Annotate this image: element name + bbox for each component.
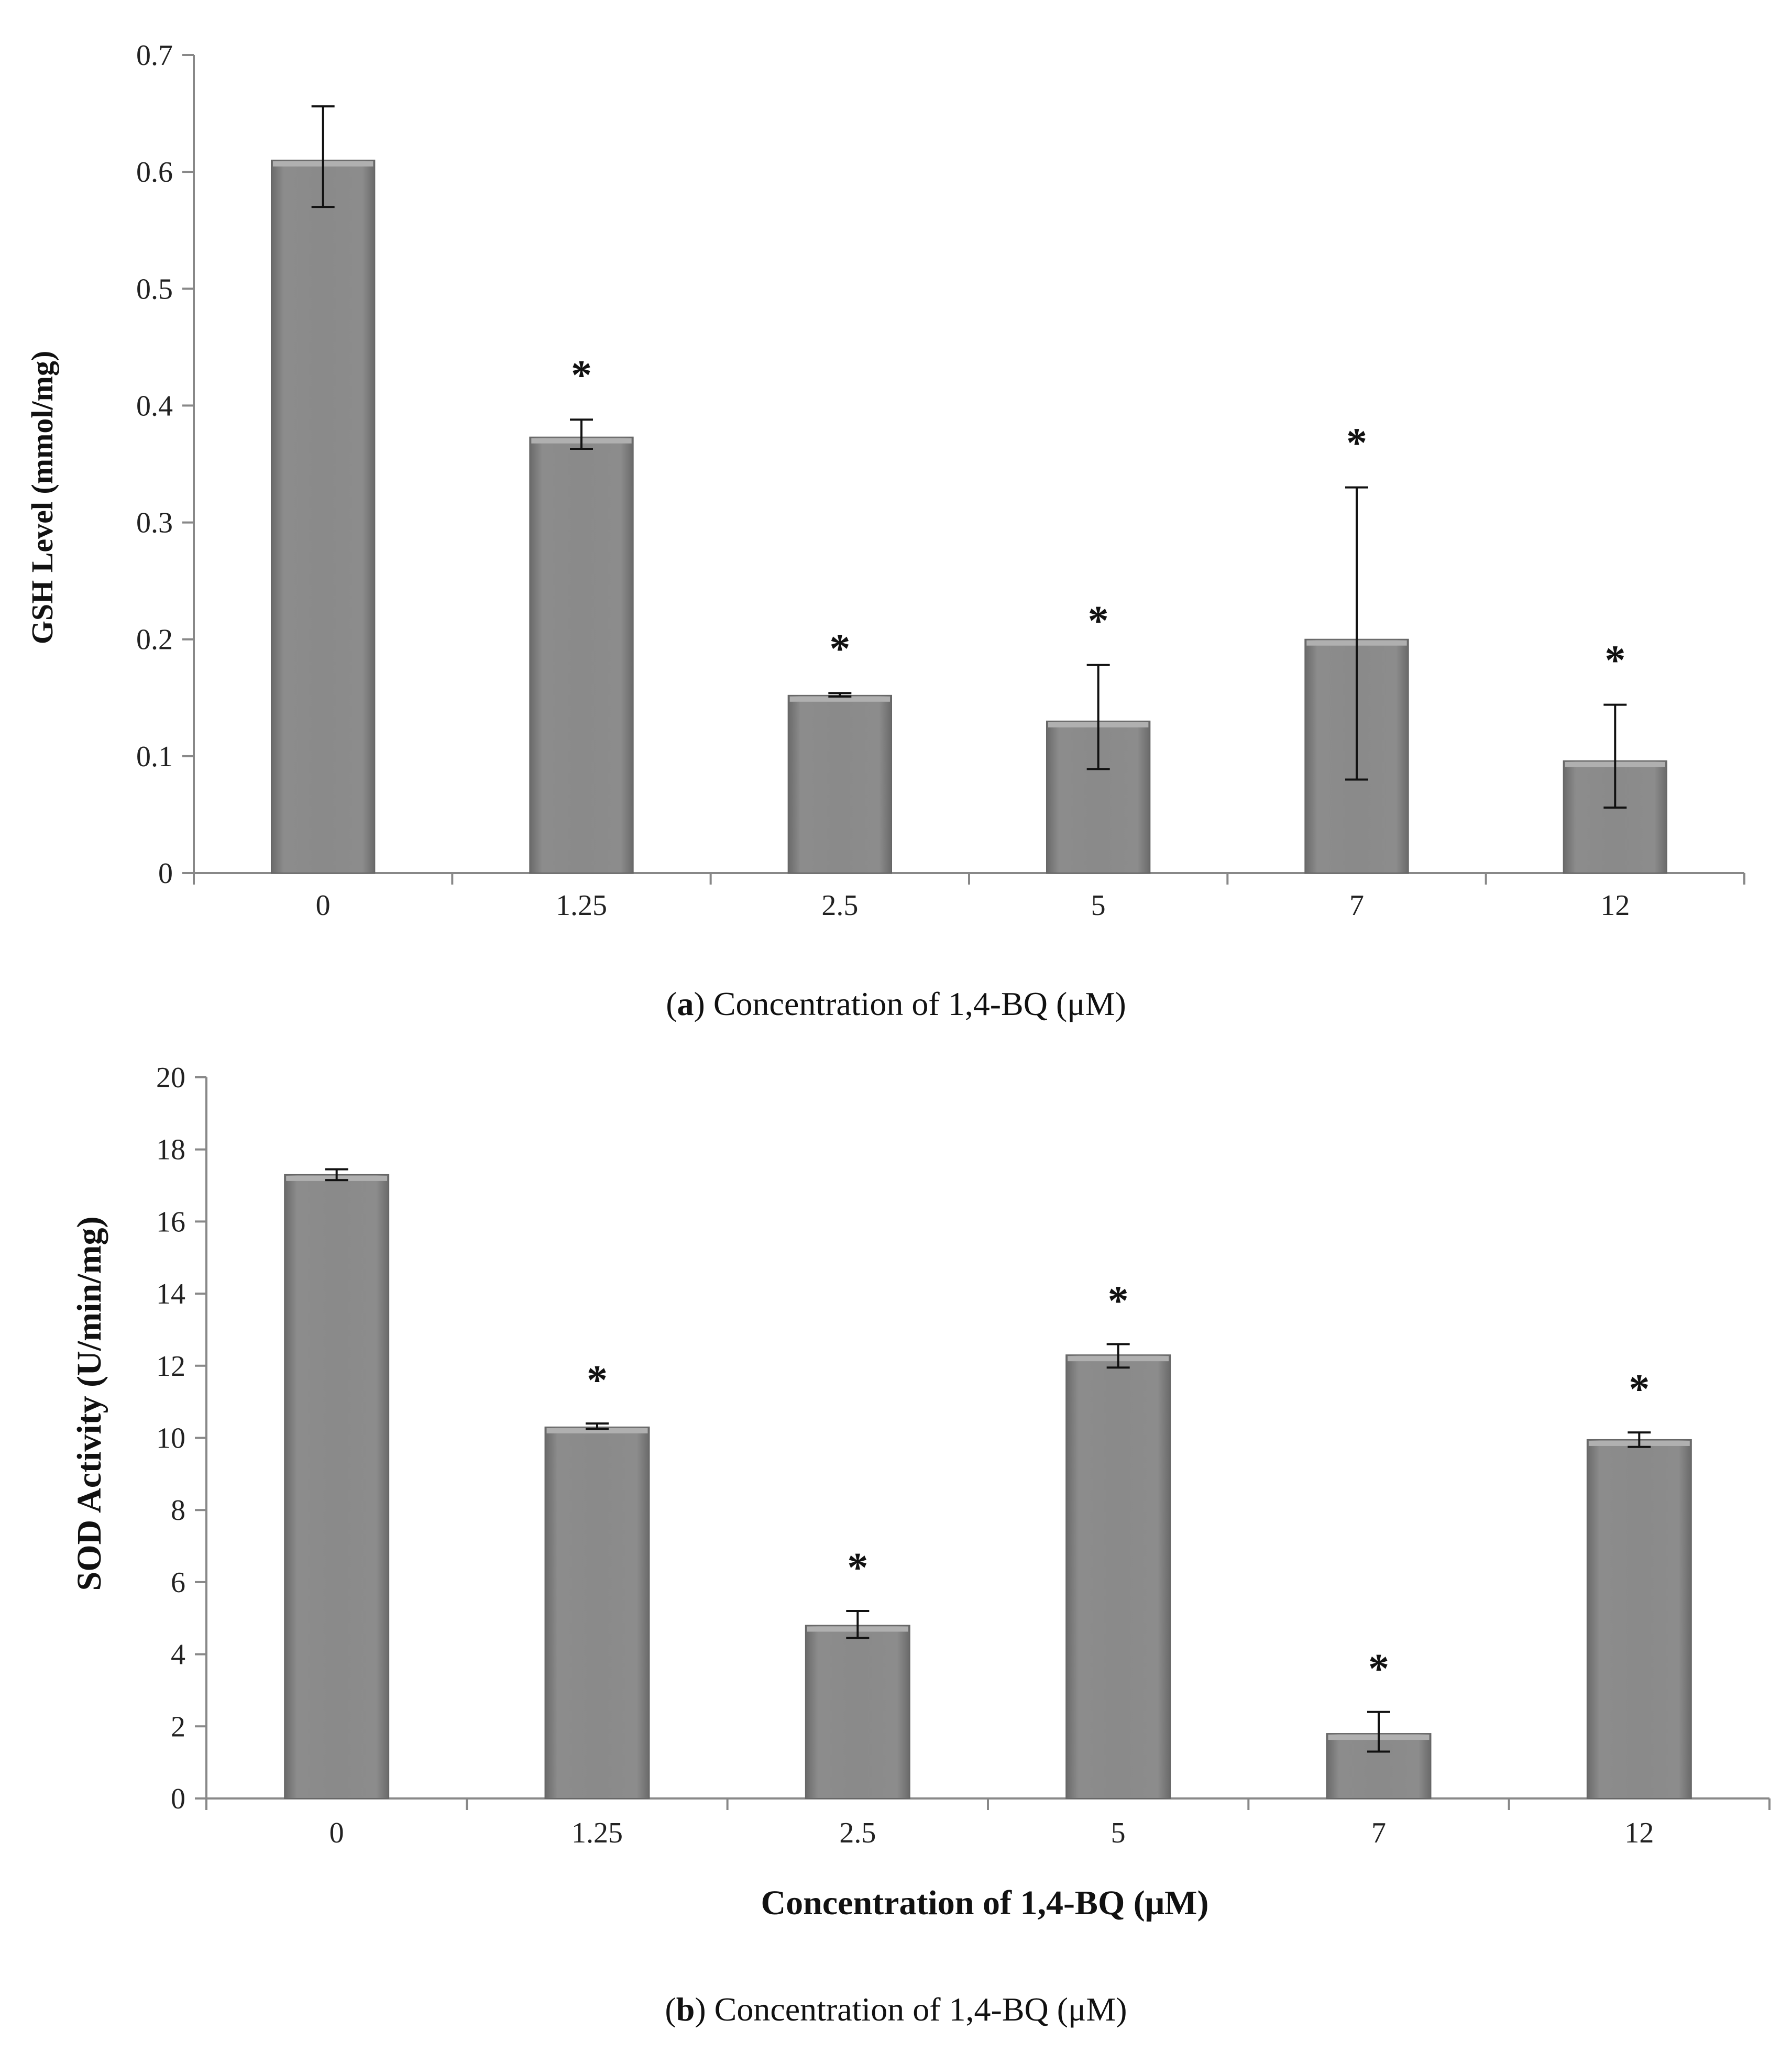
y-tick-label: 10 [156, 1422, 185, 1455]
y-tick-label: 0.6 [136, 156, 173, 189]
bar [1065, 1354, 1171, 1799]
bar-highlight [1588, 1440, 1690, 1446]
y-tick-label: 6 [171, 1566, 185, 1599]
y-tick-label: 0.4 [136, 390, 173, 422]
x-tick-label: 7 [1371, 1817, 1386, 1849]
x-tick-label: 1.25 [571, 1817, 623, 1849]
y-axis-label: GSH Level (mmol/mg) [25, 351, 59, 645]
caption-a: (a) Concentration of 1,4-BQ (μM) [666, 985, 1126, 1022]
caption-a-label: a [677, 985, 694, 1022]
y-tick-label: 0.1 [136, 741, 173, 773]
significance-marker: * [1604, 638, 1625, 684]
bar [271, 159, 376, 874]
bar [1326, 1733, 1432, 1800]
y-tick-label: 8 [171, 1494, 185, 1527]
y-tick-label: 0.5 [136, 273, 173, 305]
bar-highlight [807, 1626, 908, 1632]
bar [284, 1174, 390, 1799]
x-tick-label: 7 [1349, 889, 1364, 922]
x-tick-label: 5 [1091, 889, 1106, 922]
bar [544, 1426, 650, 1799]
x-tick-label: 2.5 [839, 1817, 876, 1849]
x-tick-label: 0 [329, 1817, 344, 1849]
x-tick-label: 2.5 [821, 889, 858, 922]
significance-marker: * [571, 352, 592, 399]
y-tick-label: 0 [158, 857, 173, 890]
caption-b-label: b [676, 1991, 695, 2028]
significance-marker: * [847, 1545, 868, 1591]
significance-marker: * [1368, 1646, 1389, 1692]
x-tick-label: 12 [1600, 889, 1630, 922]
bar-highlight [546, 1428, 648, 1433]
bar [787, 694, 892, 874]
bar-highlight [1068, 1356, 1169, 1362]
y-tick-label: 16 [156, 1206, 185, 1238]
y-tick-label: 18 [156, 1134, 185, 1166]
y-tick-label: 2 [171, 1710, 185, 1743]
y-tick-label: 0.3 [136, 507, 173, 539]
significance-marker: * [1088, 598, 1109, 644]
x-axis-label: Concentration of 1,4-BQ (μM) [761, 1884, 1209, 1922]
x-tick-label: 1.25 [556, 889, 607, 922]
x-tick-label: 0 [316, 889, 331, 922]
y-tick-label: 20 [156, 1062, 185, 1094]
bar [805, 1625, 910, 1800]
bar-highlight [286, 1175, 388, 1181]
bar-highlight [1328, 1735, 1430, 1740]
x-tick-label: 12 [1624, 1817, 1654, 1849]
significance-marker: * [1108, 1278, 1129, 1324]
caption-a-text: Concentration of 1,4-BQ (μM) [705, 985, 1126, 1022]
caption-b: (b) Concentration of 1,4-BQ (μM) [665, 1991, 1127, 2028]
significance-marker: * [1629, 1366, 1650, 1412]
chart-a-gsh: GSH Level (mmol/mg) 0 0.1 0.2 0.3 0.4 0.5 0.6 0… [25, 39, 1745, 922]
y-tick-label: 0.2 [136, 624, 173, 656]
y-tick-label: 12 [156, 1350, 185, 1383]
y-tick-label: 0.7 [136, 39, 173, 72]
y-axis-label: SOD Activity (U/min/mg) [70, 1217, 108, 1591]
bar-highlight [789, 696, 890, 702]
y-tick-label: 4 [171, 1639, 185, 1671]
bar [1586, 1439, 1692, 1799]
significance-marker: * [1346, 421, 1367, 467]
x-tick-label: 5 [1111, 1817, 1126, 1849]
significance-marker: * [587, 1357, 608, 1404]
y-tick-label: 14 [156, 1278, 185, 1310]
y-tick-label: 0 [171, 1783, 185, 1815]
significance-marker: * [829, 626, 850, 672]
bar [529, 436, 634, 874]
caption-b-text: Concentration of 1,4-BQ (μM) [706, 1991, 1127, 2028]
